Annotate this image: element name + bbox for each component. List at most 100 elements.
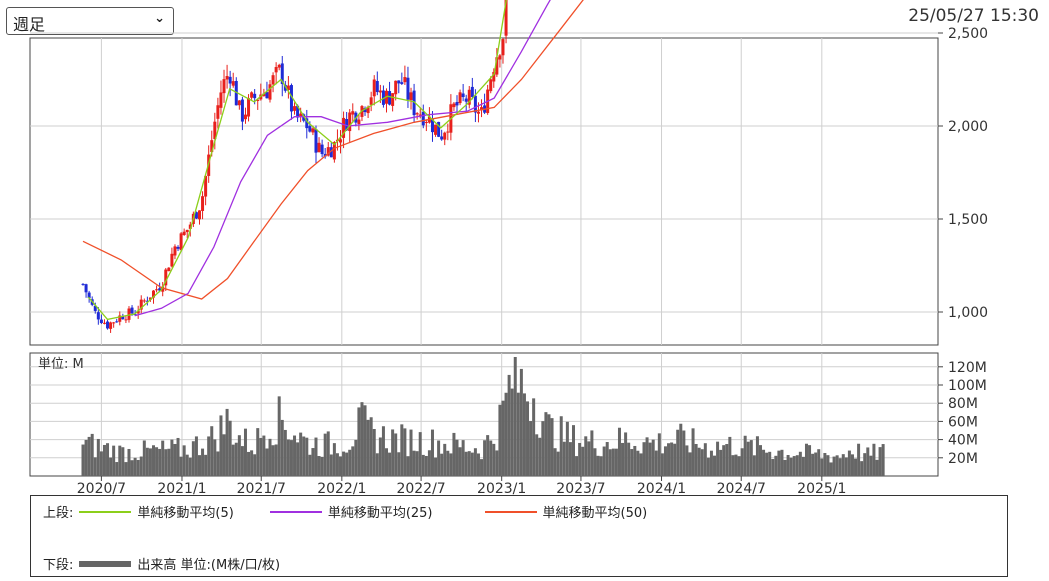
- candle-body: [148, 297, 152, 300]
- candle-body: [394, 80, 398, 95]
- volume-bar: [219, 415, 223, 476]
- volume-bar: [314, 437, 318, 476]
- volume-bar: [87, 436, 91, 476]
- volume-bar: [752, 455, 756, 476]
- candle-body: [363, 108, 367, 113]
- volume-bar: [599, 456, 603, 476]
- volume-bar: [470, 452, 474, 476]
- volume-bar: [158, 448, 162, 476]
- volume-bar: [434, 457, 438, 476]
- x-tick-label: 2022/1: [317, 481, 366, 495]
- volume-bar: [112, 445, 116, 476]
- volume-bar: [783, 459, 787, 476]
- volume-bar: [213, 439, 217, 476]
- candle-body: [262, 93, 266, 97]
- volume-bar: [234, 442, 238, 476]
- volume-bar: [630, 449, 634, 476]
- volume-bar: [654, 450, 658, 476]
- volume-bar: [427, 450, 431, 476]
- volume-bar: [424, 455, 428, 476]
- volume-bar: [808, 445, 812, 476]
- candle-body: [489, 79, 493, 92]
- volume-bar: [872, 443, 876, 476]
- volume-bar: [547, 414, 551, 476]
- candle-body: [188, 224, 192, 229]
- candle-body: [430, 119, 434, 133]
- volume-bar: [194, 436, 198, 476]
- volume-bar: [256, 428, 260, 476]
- volume-bar: [832, 456, 836, 476]
- volume-bar: [510, 388, 514, 476]
- volume-bar: [489, 440, 493, 476]
- volume-bar: [596, 455, 600, 476]
- volume-bar: [378, 437, 382, 476]
- candle-body: [296, 105, 300, 118]
- candle-body: [219, 92, 223, 108]
- x-tick-label: 2022/7: [396, 481, 445, 495]
- volume-bar: [262, 435, 266, 476]
- volume-bar: [847, 450, 851, 476]
- volume-bar: [743, 435, 747, 476]
- volume-bar: [369, 417, 373, 476]
- candle-body: [400, 82, 404, 84]
- volume-bar: [455, 439, 459, 476]
- volume-bar: [185, 454, 189, 476]
- volume-bar: [801, 456, 805, 476]
- volume-bar: [755, 436, 759, 476]
- candle-body: [201, 196, 205, 211]
- volume-bar: [682, 430, 686, 476]
- volume-bar: [605, 442, 609, 476]
- volume-bar: [243, 428, 247, 476]
- volume-bar: [657, 433, 661, 476]
- candle-body: [118, 315, 122, 322]
- candle-body: [231, 81, 235, 86]
- volume-bar: [590, 430, 594, 476]
- volume-bar: [207, 436, 211, 476]
- volume-bar: [342, 451, 346, 476]
- legend-ma50-label: 単純移動平均(50): [542, 506, 648, 521]
- candle-body: [253, 93, 257, 99]
- volume-bar: [676, 429, 680, 476]
- candle-body: [440, 136, 444, 140]
- volume-bar: [452, 432, 456, 476]
- candle-body: [93, 305, 97, 311]
- volume-y-tick-label: 20M: [948, 451, 978, 467]
- volume-bar: [575, 456, 579, 476]
- volume-bar: [804, 443, 808, 476]
- candle-body: [378, 90, 382, 93]
- volume-bar: [339, 456, 343, 476]
- candle-body: [240, 99, 244, 122]
- volume-bar: [412, 450, 416, 476]
- volume-bar: [719, 449, 723, 476]
- volume-bar: [501, 400, 505, 476]
- candle-body: [455, 101, 459, 106]
- volume-bar: [164, 449, 168, 476]
- period-select[interactable]: 週足 ⌄: [6, 7, 174, 35]
- candle-body: [268, 84, 272, 100]
- legend-ma5-swatch: [79, 510, 132, 513]
- candle-body: [443, 132, 447, 140]
- candle-body: [434, 124, 438, 135]
- legend-ma50-swatch: [484, 510, 537, 513]
- volume-bar: [587, 441, 591, 476]
- candle-body: [498, 55, 502, 60]
- volume-bar: [400, 424, 404, 476]
- x-tick-label: 2021/1: [157, 481, 206, 495]
- volume-bar: [645, 437, 649, 476]
- candle-body: [145, 300, 149, 302]
- volume-bar: [614, 448, 618, 476]
- volume-bar: [700, 449, 704, 476]
- candle-body: [204, 175, 208, 197]
- volume-bar: [639, 453, 643, 476]
- volume-bar: [127, 448, 131, 476]
- candle-body: [293, 106, 297, 111]
- candle-body: [467, 89, 471, 105]
- volume-bar: [820, 458, 824, 476]
- candle-body: [480, 107, 484, 111]
- volume-bar: [850, 454, 854, 476]
- candle-body: [495, 57, 499, 75]
- volume-bar: [231, 444, 235, 476]
- x-tick-label: 2020/7: [77, 481, 126, 495]
- volume-bar: [694, 443, 698, 476]
- volume-bar: [660, 453, 664, 476]
